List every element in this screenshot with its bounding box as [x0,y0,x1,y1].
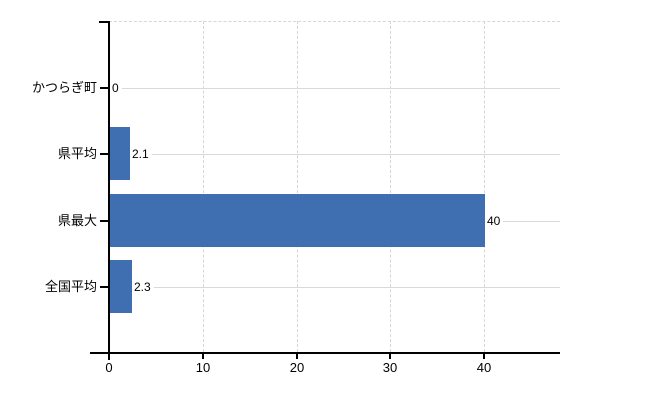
y-axis [108,21,110,354]
category-row-gridline-かつらぎ町 [122,88,560,89]
value-label-県最大: 40 [487,214,501,228]
x-axis-tick-label-40: 40 [476,360,492,375]
category-label-全国平均: 全国平均 [44,279,97,294]
x-axis-tick-label-20: 20 [289,360,305,375]
x-axis-tick-20 [296,354,298,359]
vertical-gridline-30 [390,21,391,352]
category-tick-県最大 [100,220,109,222]
x-axis-tick-label-30: 30 [382,360,398,375]
category-tick-全国平均 [100,286,109,288]
vertical-gridline-40 [484,21,485,352]
bar-全国平均 [110,260,132,313]
category-label-県最大: 県最大 [57,213,97,228]
x-axis-tick-10 [202,354,204,359]
y-axis-top-tick [99,21,108,23]
bar-県平均 [110,127,130,180]
bar-県最大 [110,194,485,247]
category-label-かつらぎ町: かつらぎ町 [31,80,97,95]
x-axis-tick-30 [389,354,391,359]
x-axis [90,352,560,354]
category-row-gridline-県平均 [152,154,560,155]
value-label-県平均: 2.1 [132,147,149,161]
vertical-gridline-20 [297,21,298,352]
x-axis-tick-label-0: 0 [105,360,113,375]
category-tick-県平均 [100,153,109,155]
value-label-かつらぎ町: 0 [112,81,119,95]
value-label-全国平均: 2.3 [134,280,151,294]
category-row-gridline-県最大 [503,221,560,222]
vertical-gridline-10 [203,21,204,352]
x-axis-tick-0 [108,354,110,360]
category-row-gridline-全国平均 [154,287,560,288]
top-boundary-gridline [109,21,560,22]
x-axis-tick-40 [483,354,485,359]
x-axis-tick-label-10: 10 [195,360,211,375]
category-label-県平均: 県平均 [57,146,97,161]
category-tick-かつらぎ町 [100,87,109,89]
